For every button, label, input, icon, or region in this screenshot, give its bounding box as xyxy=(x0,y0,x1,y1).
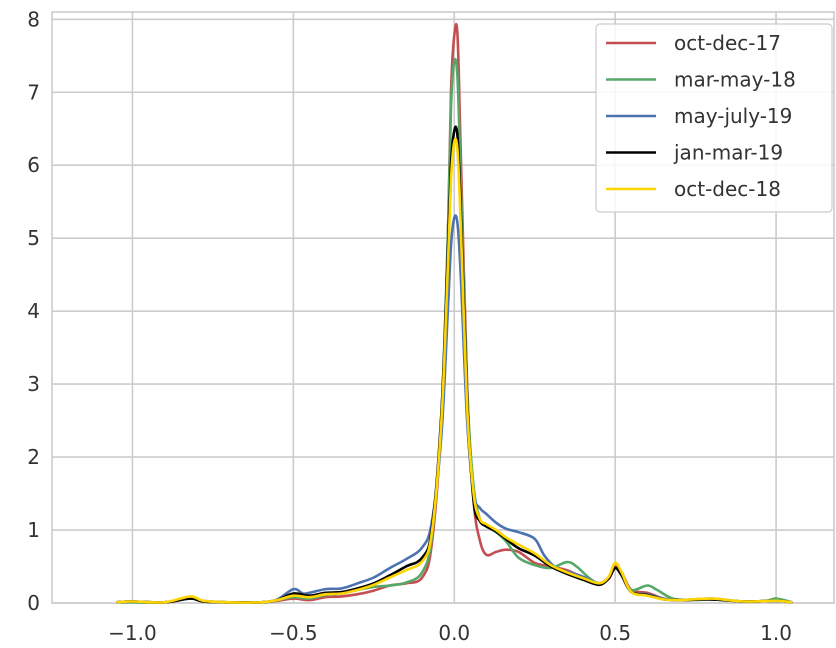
x-axis: −1.0 −0.5 0.0 0.5 1.0 xyxy=(108,621,792,645)
legend-box xyxy=(595,23,833,213)
y-tick-label: 1 xyxy=(27,518,40,542)
x-tick-label: 0.0 xyxy=(438,621,470,645)
x-tick-label: −0.5 xyxy=(269,621,318,645)
y-tick-label: 6 xyxy=(27,153,40,177)
y-tick-label: 8 xyxy=(27,7,40,31)
legend-label: oct-dec-18 xyxy=(674,177,781,201)
y-tick-label: 5 xyxy=(27,226,40,250)
y-tick-label: 3 xyxy=(27,372,40,396)
legend: oct-dec-17 mar-may-18 may-july-19 jan-mar-1… xyxy=(595,23,833,213)
legend-label: jan-mar-19 xyxy=(673,141,783,165)
y-tick-label: 7 xyxy=(27,80,40,104)
series-lines xyxy=(116,23,793,604)
y-tick-label: 0 xyxy=(27,591,40,615)
legend-label: oct-dec-17 xyxy=(674,31,781,55)
x-tick-label: 0.5 xyxy=(599,621,631,645)
y-tick-label: 4 xyxy=(27,299,40,323)
x-tick-label: −1.0 xyxy=(108,621,157,645)
y-axis: 0 1 2 3 4 5 6 7 8 xyxy=(27,7,40,615)
legend-label: may-july-19 xyxy=(674,104,792,128)
x-tick-label: 1.0 xyxy=(760,621,792,645)
legend-label: mar-may-18 xyxy=(674,68,796,92)
series-line-oct-dec-18 xyxy=(116,137,793,604)
y-tick-label: 2 xyxy=(27,445,40,469)
